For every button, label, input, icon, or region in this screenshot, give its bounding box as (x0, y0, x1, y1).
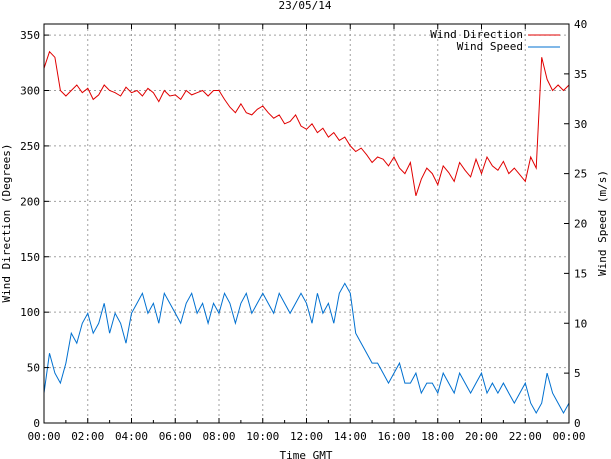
y-right-tick-label: 30 (574, 118, 587, 131)
y-right-tick-label: 15 (574, 267, 587, 280)
series-line-wind-speed (43, 282, 570, 415)
y-axis-label-left: Wind Direction (Degrees) (0, 144, 13, 303)
y-right-tick-label: 10 (574, 317, 587, 330)
legend-label-wind-direction: Wind Direction (430, 28, 523, 41)
x-tick-label: 12:00 (290, 430, 323, 443)
x-tick-label: 18:00 (421, 430, 454, 443)
y-left-tick-label: 200 (20, 195, 40, 208)
grid (44, 24, 569, 423)
x-tick-label: 14:00 (334, 430, 367, 443)
y-left-tick-label: 300 (20, 85, 40, 98)
x-tick-label: 04:00 (115, 430, 148, 443)
y-left-tick-label: 100 (20, 306, 40, 319)
x-tick-label: 10:00 (246, 430, 279, 443)
chart-title: 23/05/14 (279, 0, 332, 12)
x-tick-label: 00:00 (552, 430, 585, 443)
y-left-tick-label: 350 (20, 29, 40, 42)
y-axis-label-right: Wind Speed (m/s) (596, 170, 609, 276)
axes: 00:00 02:00 04:00 06:00 08:00 10:00 12:00 14:00… (20, 18, 587, 443)
x-tick-label: 00:00 (27, 430, 60, 443)
x-tick-label: 16:00 (377, 430, 410, 443)
y-right-tick-label: 25 (574, 168, 587, 181)
series-line-wind-direction (43, 50, 570, 196)
y-right-tick-label: 0 (574, 417, 581, 430)
y-left-tick-label: 250 (20, 140, 40, 153)
x-tick-label: 06:00 (159, 430, 192, 443)
x-tick-label: 02:00 (71, 430, 104, 443)
legend-label-wind-speed: Wind Speed (457, 40, 523, 53)
y-left-tick-label: 0 (33, 417, 40, 430)
y-right-tick-label: 20 (574, 218, 587, 231)
x-tick-label: 22:00 (509, 430, 542, 443)
y-right-tick-label: 35 (574, 68, 587, 81)
x-tick-label: 08:00 (202, 430, 235, 443)
x-tick-label: 20:00 (465, 430, 498, 443)
plot-frame (43, 23, 570, 424)
y-right-tick-label: 5 (574, 367, 581, 380)
x-axis-label: Time GMT (280, 449, 333, 459)
y-left-tick-label: 150 (20, 251, 40, 264)
series-lines (43, 50, 570, 415)
legend: Wind Direction Wind Speed (430, 28, 560, 53)
y-left-tick-label: 50 (27, 362, 40, 375)
y-right-tick-label: 40 (574, 18, 587, 31)
